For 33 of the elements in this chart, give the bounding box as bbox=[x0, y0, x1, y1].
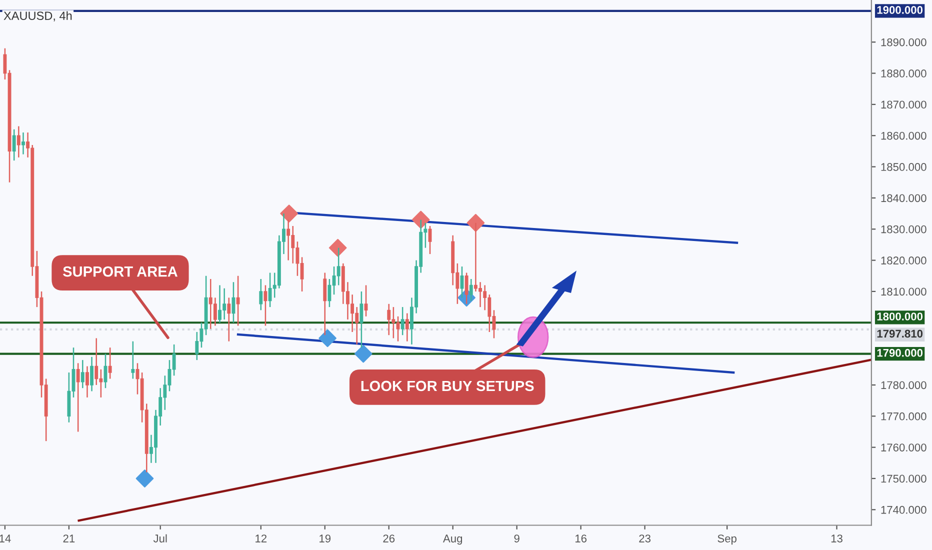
y-tick-label: 1820.000 bbox=[881, 256, 926, 264]
x-tick-label: 9 bbox=[514, 534, 520, 542]
x-tick-label: Aug bbox=[442, 534, 462, 545]
y-tick-label: 1780.000 bbox=[881, 381, 926, 390]
y-tick-label: 1860.000 bbox=[881, 132, 926, 140]
x-tick-label: 16 bbox=[575, 534, 587, 542]
x-tick-label: 13 bbox=[831, 534, 842, 542]
y-tick-label: 1880.000 bbox=[881, 70, 926, 78]
y-tick-label: 1740.000 bbox=[881, 506, 926, 514]
x-tick-label: 21 bbox=[63, 534, 75, 542]
ref-line-label: 1900.000 bbox=[877, 6, 923, 14]
y-tick-label: 1890.000 bbox=[881, 38, 926, 46]
y-tick-label: 1750.000 bbox=[881, 474, 926, 483]
y-tick-label: 1830.000 bbox=[881, 225, 926, 234]
x-tick-label: Sep bbox=[718, 534, 736, 545]
x-tick-label: 12 bbox=[256, 534, 267, 542]
y-tick-label: 1760.000 bbox=[881, 444, 926, 452]
y-tick-label: 1810.000 bbox=[881, 288, 926, 296]
x-tick-label: 23 bbox=[639, 534, 650, 542]
y-tick-label: 1770.000 bbox=[881, 412, 926, 420]
annotation: SUPPORT AREA bbox=[62, 266, 178, 277]
y-tick-label: 1870.000 bbox=[881, 100, 926, 109]
x-tick-label: 19 bbox=[320, 534, 331, 542]
y-tick-label: 1840.000 bbox=[881, 194, 926, 202]
ref-line-label: 1797.810 bbox=[877, 330, 923, 338]
text: XAUUSD, 4h bbox=[4, 11, 72, 22]
x-tick-label: Jul bbox=[153, 534, 167, 542]
y-tick-label: 1850.000 bbox=[881, 163, 926, 171]
x-tick-label: 14 bbox=[0, 534, 11, 542]
x-tick-label: 26 bbox=[383, 534, 395, 542]
ref-line-label: 1800.000 bbox=[877, 312, 923, 320]
annotation: LOOK FOR BUY SETUPS bbox=[361, 380, 534, 392]
ref-line-label: 1790.000 bbox=[877, 348, 923, 357]
